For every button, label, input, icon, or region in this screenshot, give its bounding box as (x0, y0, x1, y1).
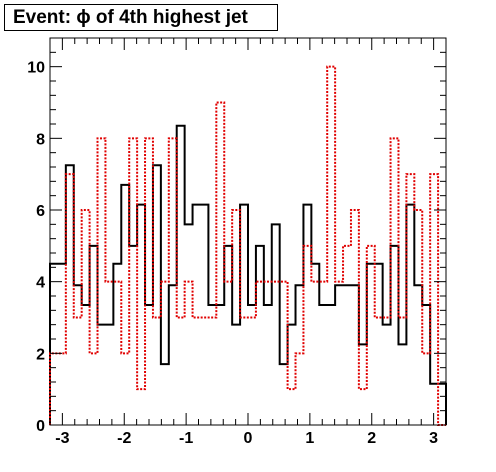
x-tick-label: 0 (244, 430, 253, 447)
x-tick-label: 2 (367, 430, 376, 447)
y-tick-label: 10 (27, 60, 45, 77)
y-tick-label: 6 (36, 203, 45, 220)
x-tick-label: -1 (179, 430, 193, 447)
x-tick-label: -3 (55, 430, 69, 447)
chart-title: Event: ϕ of 4th highest jet (4, 4, 278, 31)
y-tick-label: 4 (36, 275, 45, 292)
y-tick-label: 0 (36, 418, 45, 435)
plot-area: -3 -2 -1 0 1 2 3 0 2 4 6 8 10 (27, 37, 447, 447)
y-tick-label: 8 (36, 131, 45, 148)
histogram-series-1 (49, 124, 447, 425)
histogram-series-2 (49, 65, 446, 426)
x-tick-label: 1 (305, 430, 314, 447)
x-tick-label: -2 (117, 430, 131, 447)
y-tick-label: 2 (36, 346, 45, 363)
x-tick-label: 3 (429, 430, 438, 447)
